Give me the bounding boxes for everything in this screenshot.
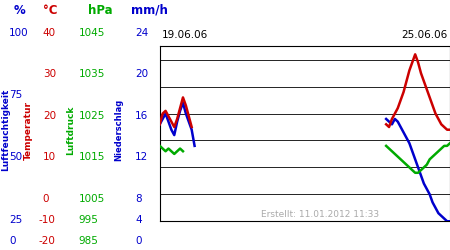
Text: Luftfeuchtigkeit: Luftfeuchtigkeit xyxy=(1,89,10,171)
Text: 1025: 1025 xyxy=(79,111,105,121)
Text: 4: 4 xyxy=(135,215,142,225)
Text: Luftdruck: Luftdruck xyxy=(67,105,76,155)
Text: 0: 0 xyxy=(135,236,141,246)
Text: 0: 0 xyxy=(9,236,15,246)
Text: 50: 50 xyxy=(9,152,22,162)
Text: 16: 16 xyxy=(135,111,148,121)
Text: mm/h: mm/h xyxy=(130,4,167,16)
Text: 12: 12 xyxy=(135,152,148,162)
Text: Temperatur: Temperatur xyxy=(24,100,33,160)
Text: 19.06.06: 19.06.06 xyxy=(162,30,208,40)
Text: Niederschlag: Niederschlag xyxy=(114,99,123,161)
Text: Erstellt: 11.01.2012 11:33: Erstellt: 11.01.2012 11:33 xyxy=(261,210,379,219)
Text: 1035: 1035 xyxy=(79,69,105,79)
Text: °C: °C xyxy=(43,4,57,16)
Text: 1015: 1015 xyxy=(79,152,105,162)
Text: 100: 100 xyxy=(9,28,29,38)
Text: 0: 0 xyxy=(43,194,49,204)
Text: 20: 20 xyxy=(135,69,148,79)
Text: %: % xyxy=(14,4,25,16)
Text: 1005: 1005 xyxy=(79,194,105,204)
Text: 10: 10 xyxy=(43,152,56,162)
Text: hPa: hPa xyxy=(88,4,112,16)
Text: 24: 24 xyxy=(135,28,148,38)
Text: 75: 75 xyxy=(9,90,22,100)
Text: 40: 40 xyxy=(43,28,56,38)
Text: 20: 20 xyxy=(43,111,56,121)
Text: 25: 25 xyxy=(9,215,22,225)
Text: 8: 8 xyxy=(135,194,142,204)
Text: -20: -20 xyxy=(38,236,55,246)
Text: 25.06.06: 25.06.06 xyxy=(401,30,448,40)
Text: 985: 985 xyxy=(79,236,99,246)
Text: 995: 995 xyxy=(79,215,99,225)
Text: -10: -10 xyxy=(38,215,55,225)
Text: 30: 30 xyxy=(43,69,56,79)
Text: 1045: 1045 xyxy=(79,28,105,38)
